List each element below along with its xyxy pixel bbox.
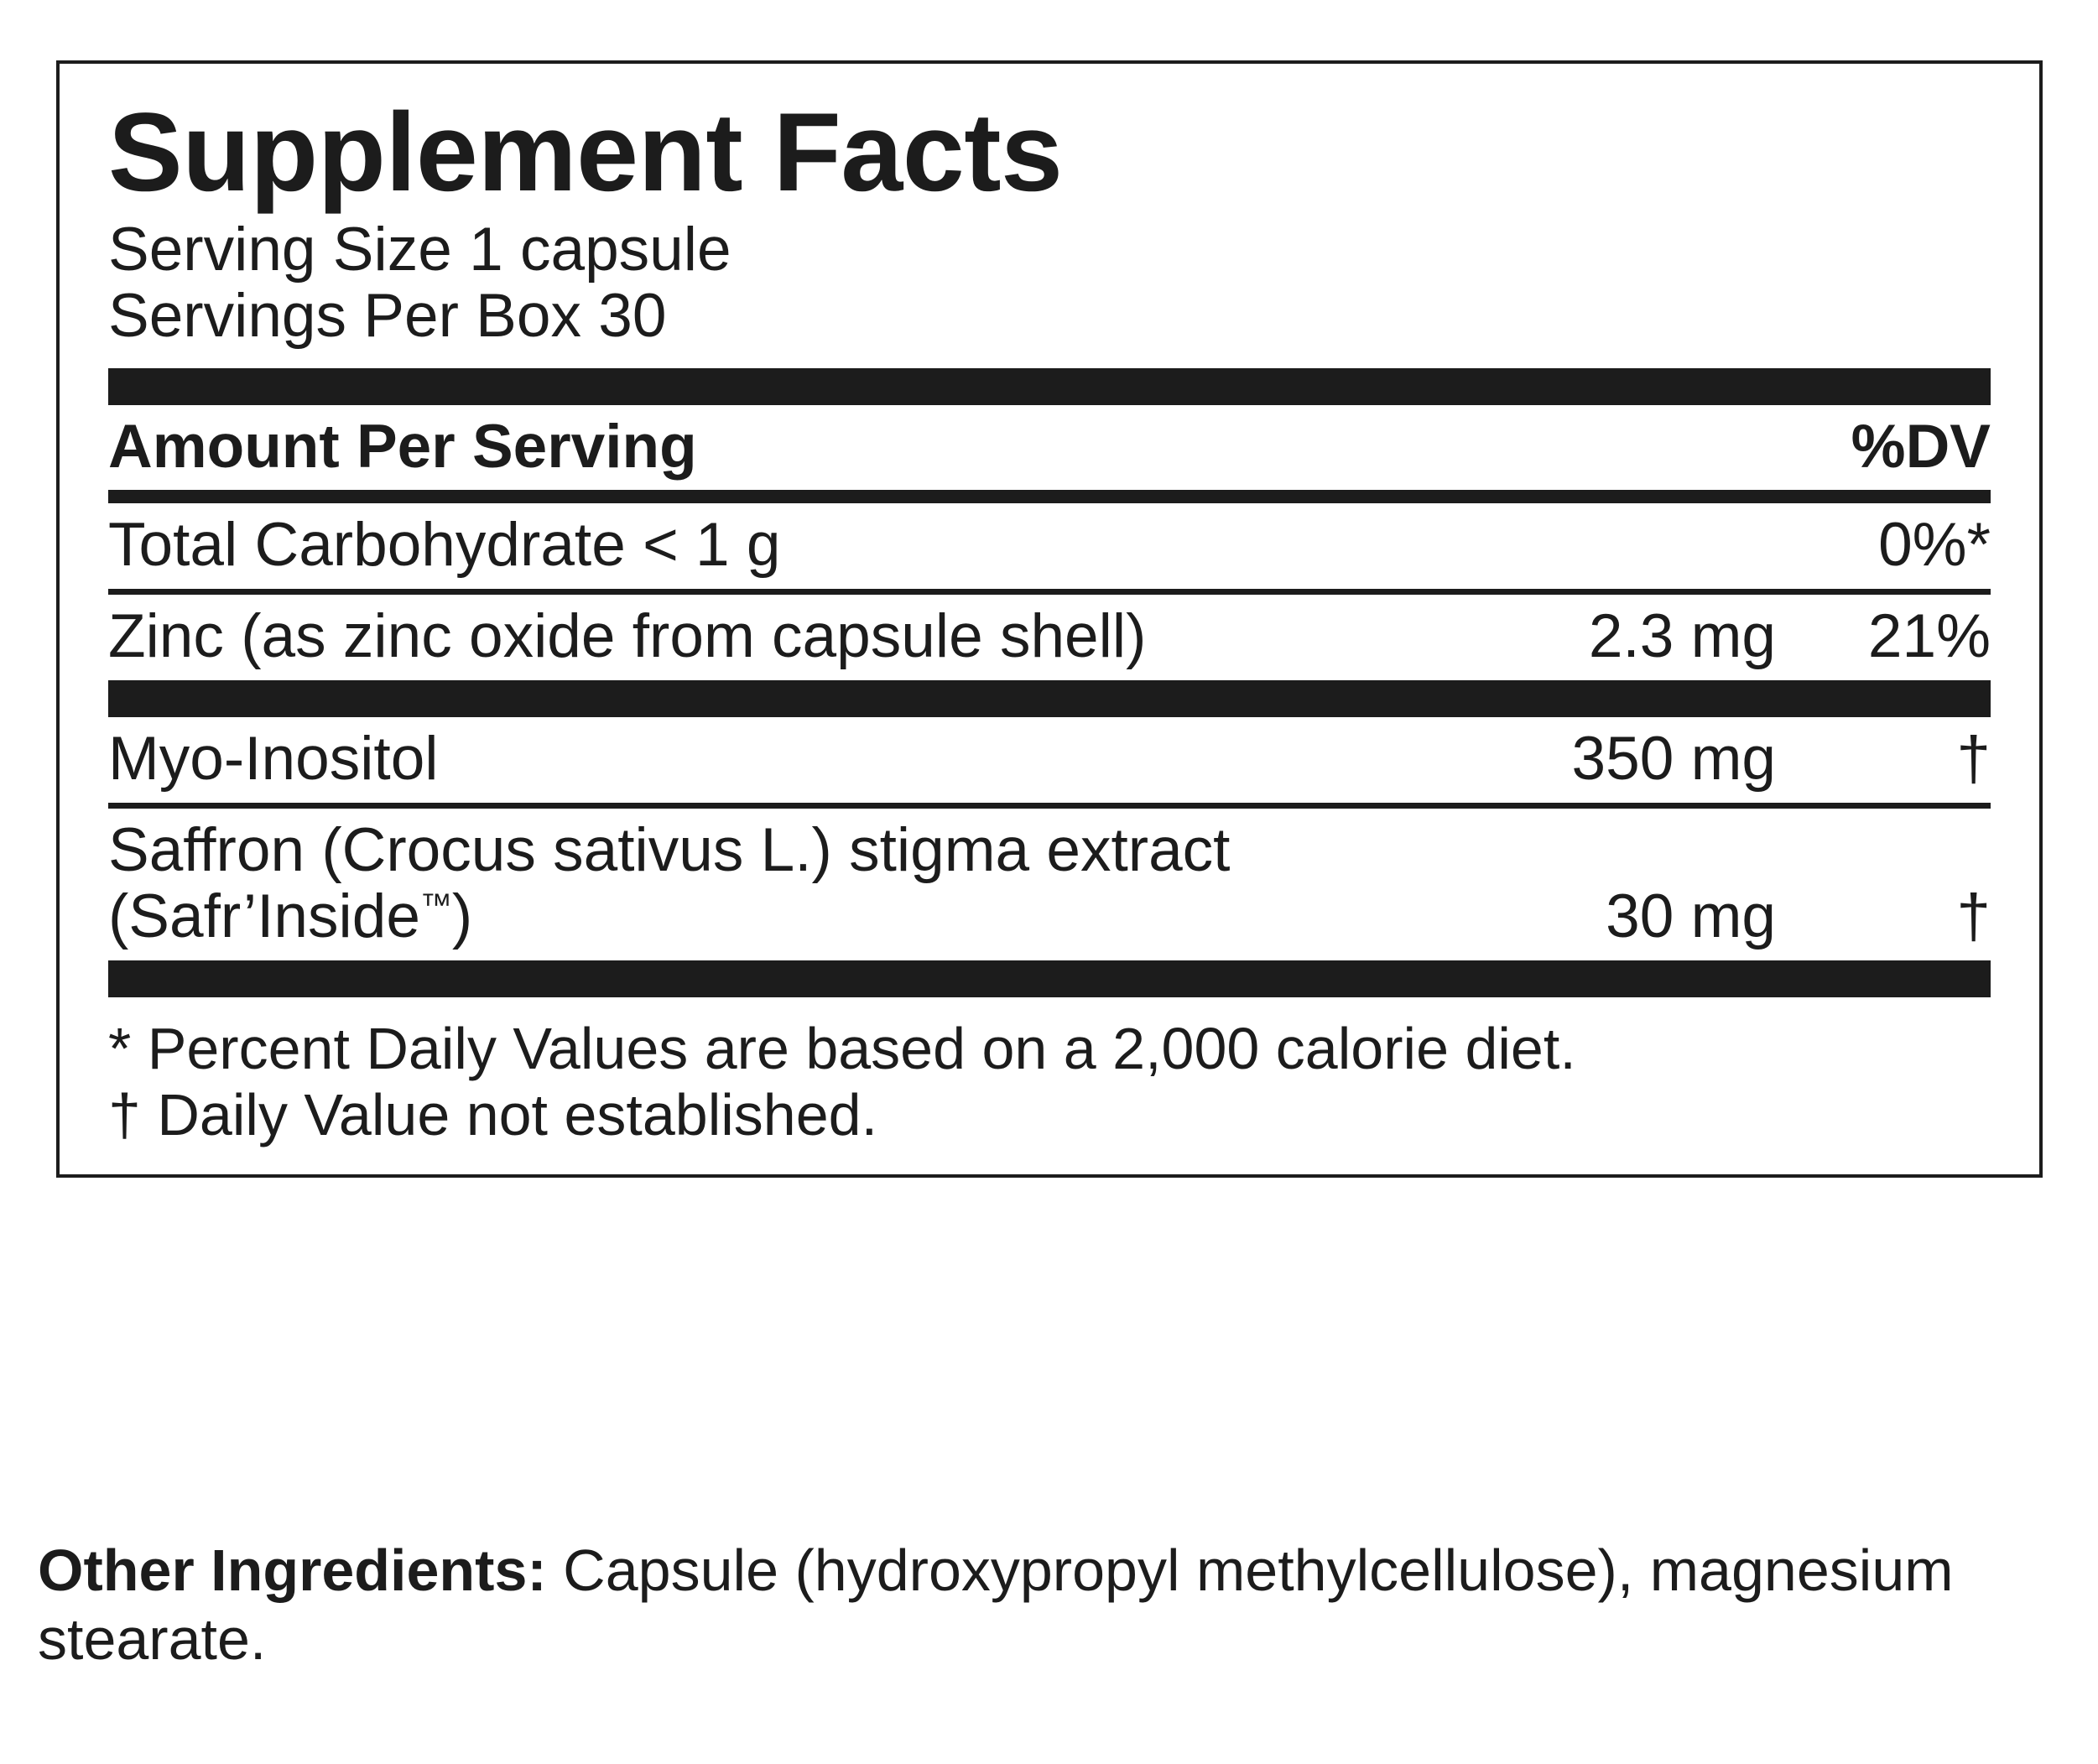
nutrient-amount: 30 mg <box>1606 882 1776 950</box>
servings-per-container-line: Servings Per Box 30 <box>108 281 667 350</box>
amount-per-serving-header: Amount Per Serving <box>108 412 697 481</box>
nutrient-amount: 2.3 mg <box>1588 602 1776 671</box>
footnotes: * Percent Daily Values are based on a 2,… <box>108 997 1991 1175</box>
nutrient-name: Saffron (Crocus sativus L.) stigma extra… <box>108 815 1516 950</box>
other-ingredients-text: Capsule (hydroxypropyl methylcellulose),… <box>38 1538 1954 1672</box>
footnote-dagger: † Daily Value not established. <box>108 1082 878 1148</box>
nutrient-dv: 0%* <box>1878 511 1991 580</box>
nutrient-name: Myo-Inositol <box>108 725 439 794</box>
rule-under-header <box>108 490 1991 504</box>
nutrient-name-line-2-suffix: ) <box>451 882 473 950</box>
rule-row-divider-1 <box>108 589 1991 596</box>
nutrient-name: Zinc (as zinc oxide from capsule shell) <box>108 602 1147 671</box>
nutrient-dv: 21% <box>1867 602 1991 671</box>
other-ingredients: Other Ingredients: Capsule (hydroxypropy… <box>38 1537 1967 1674</box>
nutrient-name-line-2: (Safr’Inside™) <box>108 882 1516 950</box>
rule-thick-bottom <box>108 960 1991 997</box>
nutrient-name-line-1: Saffron (Crocus sativus L.) stigma extra… <box>108 815 1231 884</box>
serving-info: Serving Size 1 capsule Servings Per Box … <box>108 216 1991 368</box>
serving-size-line: Serving Size 1 capsule <box>108 216 731 284</box>
table-row: Total Carbohydrate < 1 g 0%* <box>108 503 1991 589</box>
nutrient-name-line-2-prefix: (Safr’Inside <box>108 882 420 950</box>
nutrient-dv: † <box>1956 882 1991 950</box>
footnote-percent-daily-value: * Percent Daily Values are based on a 2,… <box>108 1015 1576 1081</box>
rule-thick-mid <box>108 680 1991 718</box>
table-row: Zinc (as zinc oxide from capsule shell) … <box>108 595 1991 680</box>
nutrient-amount: 350 mg <box>1571 725 1777 794</box>
table-row: Myo-Inositol 350 mg † <box>108 717 1991 803</box>
nutrient-name: Total Carbohydrate < 1 g <box>108 511 781 580</box>
trademark-icon: ™ <box>419 887 452 924</box>
nutrient-dv: † <box>1956 725 1991 794</box>
rule-thick-top <box>108 367 1991 405</box>
supplement-facts-panel: Supplement Facts Serving Size 1 capsule … <box>56 60 2043 1179</box>
table-row: Saffron (Crocus sativus L.) stigma extra… <box>108 809 1991 960</box>
other-ingredients-label: Other Ingredients: <box>38 1538 547 1603</box>
table-header-row: Amount Per Serving %DV <box>108 405 1991 491</box>
rule-row-divider-2 <box>108 802 1991 809</box>
page-title: Supplement Facts <box>108 91 1063 215</box>
percent-dv-header: %DV <box>1851 412 1991 481</box>
